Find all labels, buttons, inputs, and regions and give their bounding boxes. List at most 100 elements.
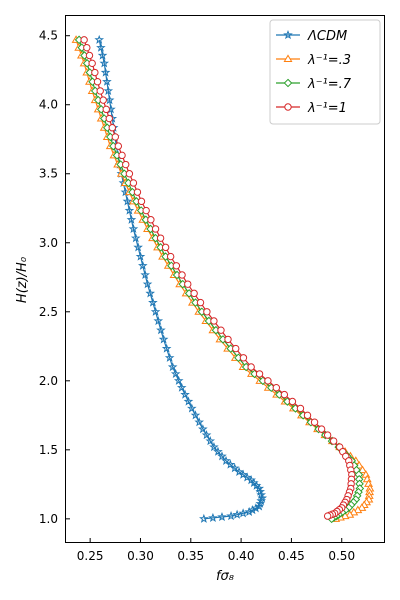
data-point: [85, 51, 94, 60]
data-point: [221, 455, 231, 465]
y-tick-label: 4.5: [39, 29, 58, 43]
data-point: [217, 451, 227, 461]
data-point: [213, 446, 223, 456]
data-point: [142, 279, 153, 289]
data-point: [158, 334, 169, 344]
data-point: [190, 289, 198, 298]
x-axis-label: fσ₈: [216, 569, 234, 584]
data-point: [340, 511, 350, 520]
data-point: [156, 234, 165, 242]
legend-marker: [283, 54, 293, 63]
data-point: [125, 170, 134, 178]
y-tick-label: 1.5: [39, 443, 58, 457]
data-point: [153, 315, 164, 326]
data-point: [224, 335, 232, 344]
data-point: [232, 344, 240, 353]
y-tick-label: 4.0: [39, 98, 58, 112]
data-point: [296, 404, 305, 413]
data-point: [88, 59, 96, 68]
data-point: [164, 352, 175, 362]
data-point: [239, 354, 248, 362]
data-point: [128, 223, 139, 234]
data-point: [198, 424, 208, 434]
data-point: [93, 78, 102, 86]
data-point: [83, 43, 91, 52]
data-point: [148, 297, 158, 307]
y-tick-label: 2.5: [39, 305, 58, 319]
legend-box: [269, 19, 381, 125]
data-point: [226, 511, 236, 521]
data-point: [138, 260, 148, 270]
data-point: [97, 50, 108, 60]
y-axis-label: H(z)/H₀: [15, 256, 30, 303]
data-point: [80, 36, 88, 44]
data-point: [145, 288, 155, 298]
legend-marker: [283, 29, 293, 40]
data-point: [244, 506, 254, 517]
legend-label: λ⁻¹=.7: [307, 77, 352, 92]
data-point: [358, 465, 368, 474]
data-point: [122, 160, 130, 169]
series-circle: [80, 36, 356, 520]
legend: ΛCDM λ⁻¹=.3 λ⁻¹=.7 λ⁻¹=1: [269, 19, 381, 125]
data-point: [161, 243, 170, 252]
data-point: [96, 87, 104, 95]
data-point: [196, 298, 205, 307]
data-point: [251, 503, 261, 513]
data-point: [96, 42, 106, 52]
legend-label: ΛCDM: [307, 29, 347, 44]
data-point: [209, 442, 219, 452]
data-point: [232, 509, 242, 519]
data-point: [178, 271, 186, 279]
data-point: [288, 397, 297, 406]
x-tick-label: 0.50: [328, 549, 355, 563]
data-point: [186, 403, 197, 413]
data-point: [190, 410, 201, 420]
y-tick-label: 2.0: [39, 374, 58, 388]
data-point: [173, 375, 184, 385]
data-point: [323, 512, 332, 520]
data-point: [104, 95, 115, 105]
data-point: [345, 510, 355, 518]
data-point: [205, 436, 216, 446]
data-point: [111, 133, 120, 141]
data-point: [194, 417, 204, 427]
series-line: [98, 39, 263, 520]
data-point: [264, 377, 272, 385]
data-point: [103, 85, 114, 95]
x-tick-label: 0.25: [77, 549, 104, 563]
data-point: [135, 251, 146, 261]
legend-marker: [283, 78, 293, 88]
data-point: [303, 411, 312, 420]
data-point: [255, 370, 264, 378]
data-point: [254, 501, 265, 511]
data-point: [353, 505, 363, 514]
data-point: [329, 437, 338, 445]
legend-marker: [284, 103, 292, 111]
data-point: [102, 105, 110, 114]
data-point: [170, 368, 181, 378]
data-point: [272, 384, 281, 392]
data-point: [140, 269, 150, 280]
data-point: [357, 503, 367, 511]
data-point: [108, 124, 116, 132]
data-point: [122, 196, 133, 206]
data-point: [99, 96, 107, 104]
data-point: [217, 326, 225, 334]
data-point: [129, 179, 138, 187]
data-point: [238, 508, 248, 518]
data-point: [199, 513, 209, 523]
data-point: [100, 67, 111, 77]
data-point: [99, 58, 110, 68]
data-point: [203, 308, 211, 316]
data-point: [225, 459, 236, 469]
data-point: [247, 505, 258, 515]
data-point: [280, 390, 289, 399]
x-tick-label: 0.35: [177, 549, 204, 563]
data-point: [229, 463, 240, 473]
data-point: [133, 242, 143, 252]
data-point: [317, 425, 326, 433]
data-point: [217, 511, 227, 522]
data-point: [137, 197, 146, 206]
data-point: [133, 188, 142, 196]
